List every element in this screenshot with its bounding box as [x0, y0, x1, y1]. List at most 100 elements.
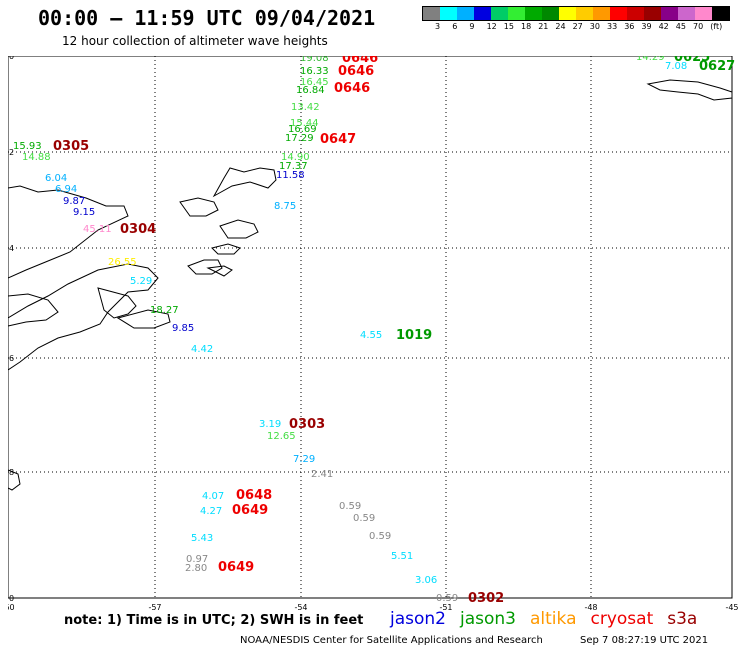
wave-height-label: 14.29 — [636, 56, 665, 63]
wave-height-label: 13.42 — [291, 102, 320, 113]
lon-label: -51 — [439, 603, 452, 612]
map-title: 00:00 – 11:59 UTC 09/04/2021 — [38, 6, 376, 30]
wave-height-label: 3.06 — [415, 575, 437, 586]
lon-label: -48 — [584, 603, 597, 612]
legend-label: 45 — [675, 22, 686, 31]
wave-height-label: 18.27 — [150, 305, 179, 316]
legend-swatch — [491, 7, 508, 20]
wave-height-label: 12.65 — [267, 431, 296, 442]
legend-swatch — [712, 7, 729, 20]
wave-height-label: 15.93 — [13, 141, 42, 152]
lat-label: -68 — [8, 468, 14, 477]
pass-time-label: 0646 — [342, 56, 378, 66]
wave-height-label: 0.59 — [353, 513, 375, 524]
legend-label: (ft) — [710, 22, 723, 31]
legend-swatch — [695, 7, 712, 20]
pass-time-label: 0646 — [338, 64, 374, 79]
pass-time-label: 0305 — [53, 139, 89, 154]
pass-time-label: 0648 — [236, 488, 272, 503]
wave-height-label: 7.08 — [665, 61, 687, 72]
legend-swatch — [457, 7, 474, 20]
wave-height-label: 14.90 — [281, 152, 310, 163]
legend-label: 30 — [589, 22, 600, 31]
legend-swatch — [627, 7, 644, 20]
legend-swatch — [661, 7, 678, 20]
satellite-altika: altika — [530, 609, 577, 629]
wave-height-label: 5.51 — [391, 551, 413, 562]
wave-height-label: 17.37 — [279, 161, 308, 172]
lon-label: -54 — [294, 603, 307, 612]
wave-height-label: 26.55 — [108, 257, 137, 268]
wave-height-label: 11.58 — [276, 170, 305, 181]
legend-swatch — [440, 7, 457, 20]
credit-line: NOAA/NESDIS Center for Satellite Applica… — [240, 635, 543, 646]
wave-height-label: 16.69 — [288, 124, 317, 135]
pass-time-label: 0649 — [232, 503, 268, 518]
wave-height-label: 9.87 — [63, 196, 85, 207]
lon-label: -60 — [8, 603, 15, 612]
satellite-legend: jason2 jason3 altika cryosat s3a — [390, 609, 711, 629]
legend-label: 27 — [572, 22, 583, 31]
wave-height-label: 6.04 — [45, 173, 67, 184]
legend-label: 12 — [486, 22, 497, 31]
legend-label: 36 — [624, 22, 635, 31]
satellite-s3a: s3a — [667, 609, 698, 629]
wave-height-label: 9.15 — [73, 207, 95, 218]
pass-time-label: 0304 — [120, 222, 156, 237]
legend-label: 3 — [435, 22, 441, 31]
wave-height-label: 5.43 — [191, 533, 213, 544]
legend-label: 15 — [503, 22, 514, 31]
wave-height-label: 0.59 — [339, 501, 361, 512]
generated-timestamp: Sep 7 08:27:19 UTC 2021 — [580, 635, 709, 646]
wave-height-label: 4.55 — [360, 330, 382, 341]
legend-label: 9 — [469, 22, 475, 31]
legend-swatch — [644, 7, 661, 20]
graticule: -60-62-64-66-68-70-60-57-54-51-48-45 — [8, 56, 739, 612]
legend-swatch — [542, 7, 559, 20]
lat-label: -70 — [8, 594, 14, 603]
lat-label: -66 — [8, 354, 14, 363]
legend-swatch — [525, 7, 542, 20]
wave-height-label: 8.75 — [274, 201, 296, 212]
satellite-jason3: jason3 — [460, 609, 516, 629]
legend-label: 39 — [641, 22, 652, 31]
wave-height-label: 9.85 — [172, 323, 194, 334]
pass-time-label: 0646 — [334, 81, 370, 96]
pass-time-label: 0625 — [674, 56, 710, 65]
legend-swatch — [593, 7, 610, 20]
wave-height-label: 15.44 — [290, 118, 319, 129]
legend-label: 6 — [452, 22, 458, 31]
wave-height-label: 4.27 — [200, 506, 222, 517]
lon-label: -57 — [148, 603, 161, 612]
wave-height-label: 2.41 — [311, 469, 333, 480]
wave-height-label: 4.42 — [191, 344, 213, 355]
pass-time-label: 0303 — [289, 417, 325, 432]
legend-swatch — [559, 7, 576, 20]
map-subtitle: 12 hour collection of altimeter wave hei… — [62, 34, 328, 48]
lat-label: -64 — [8, 244, 14, 253]
wave-height-label: 0.59 — [369, 531, 391, 542]
pass-time-label: 0647 — [320, 132, 356, 147]
wave-height-label: 16.84 — [296, 85, 325, 96]
wave-height-label: 2.80 — [185, 563, 207, 574]
altimeter-map: -60-62-64-66-68-70-60-57-54-51-48-45 19.… — [8, 56, 739, 612]
wave-height-label: 19.08 — [300, 56, 329, 64]
pass-time-label: 1019 — [396, 328, 432, 343]
wave-height-label: 14.88 — [22, 152, 51, 163]
wave-height-label: 5.29 — [130, 276, 152, 287]
legend-label: 21 — [538, 22, 549, 31]
wave-height-label: 16.45 — [300, 77, 329, 88]
pass-time-label: 0302 — [468, 591, 504, 606]
legend-swatches — [422, 6, 730, 21]
coastline-antarctic-peninsula — [8, 79, 733, 491]
legend-label: 33 — [607, 22, 618, 31]
wave-height-label: 0.97 — [186, 554, 208, 565]
wave-height-label: 3.19 — [259, 419, 281, 430]
pass-time-label: 0627 — [699, 59, 735, 74]
legend-label: 18 — [521, 22, 532, 31]
legend-swatch — [423, 7, 440, 20]
wave-height-label: 6.94 — [55, 184, 77, 195]
legend-swatch — [678, 7, 695, 20]
satellite-cryosat: cryosat — [590, 609, 654, 629]
